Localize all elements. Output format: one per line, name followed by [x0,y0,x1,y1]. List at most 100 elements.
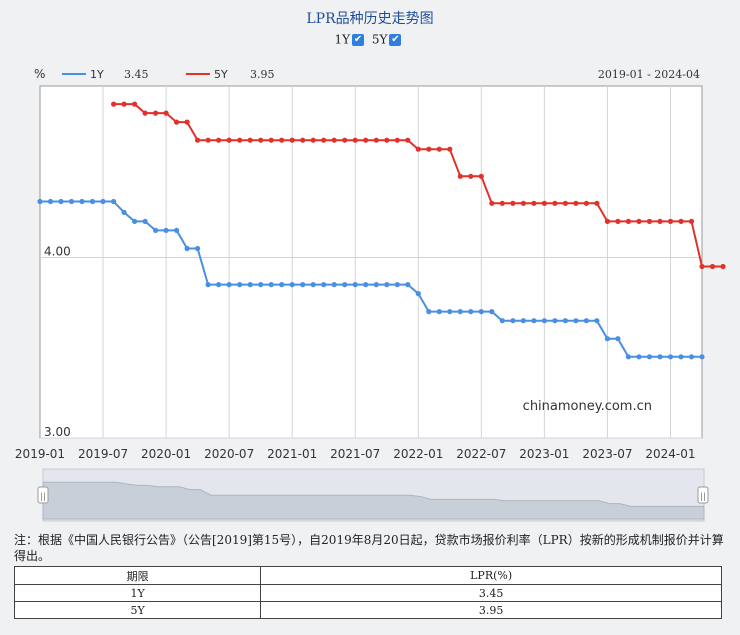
data-point-5y[interactable] [268,137,274,143]
data-point-1y[interactable] [268,282,274,288]
data-point-1y[interactable] [247,282,253,288]
data-point-5y[interactable] [342,137,348,143]
data-point-5y[interactable] [709,263,716,270]
navigator-right-handle[interactable] [697,486,709,504]
data-point-1y[interactable] [37,198,43,205]
data-point-5y[interactable] [111,101,117,107]
data-point-1y[interactable] [562,318,569,324]
data-point-5y[interactable] [720,263,726,270]
data-point-5y[interactable] [699,263,705,270]
data-point-1y[interactable] [646,354,653,360]
data-point-1y[interactable] [625,354,632,360]
data-point-1y[interactable] [636,354,642,360]
data-point-1y[interactable] [510,318,516,324]
data-point-1y[interactable] [447,309,453,315]
data-point-1y[interactable] [573,318,579,324]
data-point-1y[interactable] [363,282,369,288]
data-point-1y[interactable] [89,198,96,205]
data-point-5y[interactable] [184,119,190,125]
data-point-1y[interactable] [142,218,148,224]
data-point-5y[interactable] [615,218,621,224]
data-point-1y[interactable] [436,309,442,315]
data-point-5y[interactable] [468,173,474,179]
data-point-1y[interactable] [583,318,590,324]
data-point-1y[interactable] [699,354,705,360]
data-point-1y[interactable] [352,282,358,288]
data-point-1y[interactable] [552,318,558,324]
data-point-1y[interactable] [342,282,348,288]
data-point-1y[interactable] [310,282,316,288]
data-point-1y[interactable] [541,318,548,324]
data-point-1y[interactable] [321,282,327,288]
data-point-1y[interactable] [499,318,505,324]
data-point-5y[interactable] [657,218,663,224]
data-point-1y[interactable] [47,198,54,205]
data-point-1y[interactable] [457,309,463,315]
data-point-5y[interactable] [531,200,537,206]
data-point-5y[interactable] [132,101,138,107]
navigator-left-handle[interactable] [37,486,49,504]
data-point-1y[interactable] [68,198,75,205]
data-point-1y[interactable] [384,282,390,288]
data-point-1y[interactable] [79,198,85,205]
data-point-1y[interactable] [531,318,537,324]
data-point-1y[interactable] [132,218,138,224]
data-point-1y[interactable] [216,282,222,288]
data-point-1y[interactable] [331,282,337,288]
data-point-5y[interactable] [321,137,327,143]
data-point-5y[interactable] [604,218,611,224]
data-point-1y[interactable] [184,245,190,252]
data-point-5y[interactable] [478,173,484,179]
data-point-5y[interactable] [583,200,590,206]
data-point-5y[interactable] [237,137,243,143]
data-point-5y[interactable] [520,200,527,206]
data-point-1y[interactable] [468,309,474,315]
data-point-1y[interactable] [678,354,684,360]
data-point-5y[interactable] [688,218,695,224]
data-point-5y[interactable] [142,110,148,116]
data-point-1y[interactable] [121,209,127,215]
data-point-5y[interactable] [573,200,579,206]
data-point-5y[interactable] [541,200,548,206]
data-point-5y[interactable] [163,110,169,116]
data-point-5y[interactable] [300,137,306,143]
data-point-1y[interactable] [195,245,201,252]
data-point-5y[interactable] [289,137,295,143]
data-point-1y[interactable] [111,198,117,205]
data-point-5y[interactable] [667,218,674,224]
data-point-5y[interactable] [384,137,390,143]
data-point-5y[interactable] [394,137,400,143]
data-point-5y[interactable] [678,218,684,224]
data-point-5y[interactable] [153,110,159,116]
data-point-5y[interactable] [331,137,337,143]
data-point-1y[interactable] [237,282,243,288]
range-navigator[interactable]: || || [37,468,709,522]
data-point-5y[interactable] [646,218,653,224]
data-point-1y[interactable] [289,282,295,288]
data-point-1y[interactable] [489,309,495,315]
data-point-1y[interactable] [688,354,695,360]
data-point-1y[interactable] [373,282,379,288]
data-point-1y[interactable] [615,336,621,342]
data-point-5y[interactable] [279,137,285,143]
toggle-1y-checkbox[interactable]: ✔ [352,33,365,46]
data-point-1y[interactable] [279,282,285,288]
data-point-1y[interactable] [205,282,211,288]
data-point-5y[interactable] [447,146,453,152]
data-point-1y[interactable] [100,198,106,205]
data-point-1y[interactable] [520,318,527,324]
data-point-1y[interactable] [594,318,600,324]
data-point-5y[interactable] [310,137,316,143]
data-point-5y[interactable] [373,137,379,143]
data-point-5y[interactable] [489,200,495,206]
data-point-5y[interactable] [625,218,632,224]
data-point-1y[interactable] [426,309,432,315]
data-point-1y[interactable] [415,291,421,297]
data-point-5y[interactable] [594,200,600,206]
data-point-5y[interactable] [121,101,127,107]
toggle-5y-checkbox[interactable]: ✔ [389,33,402,46]
data-point-5y[interactable] [457,173,463,179]
data-point-1y[interactable] [153,227,159,233]
data-point-1y[interactable] [300,282,306,288]
data-point-5y[interactable] [426,146,432,152]
